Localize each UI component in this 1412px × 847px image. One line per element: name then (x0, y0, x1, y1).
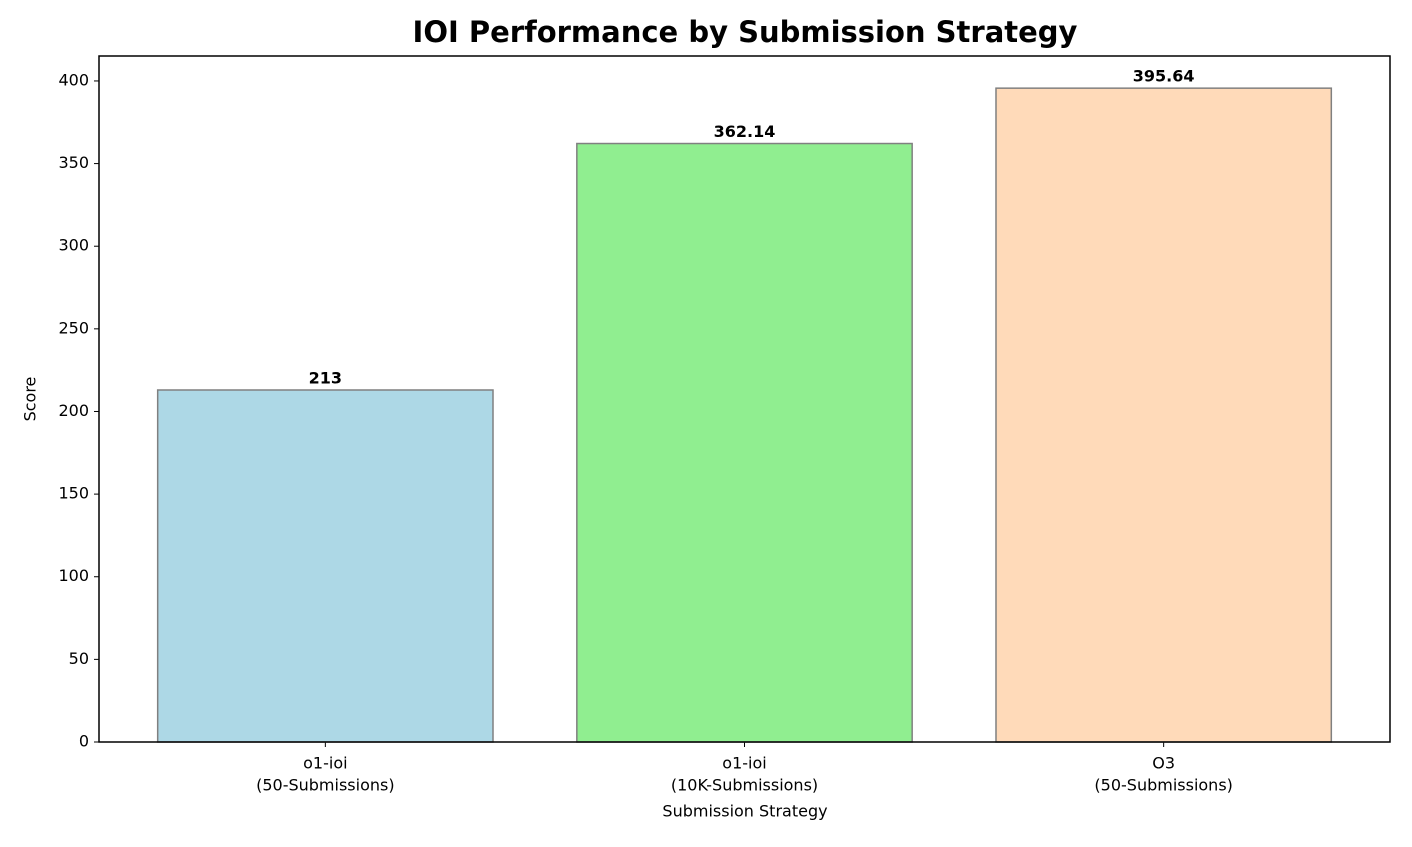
x-tick-label: O3 (1152, 754, 1175, 773)
y-axis-label: Score (21, 377, 40, 422)
y-tick-label: 0 (79, 732, 89, 751)
chart-title: IOI Performance by Submission Strategy (413, 15, 1078, 49)
value-label: 362.14 (714, 122, 776, 141)
x-axis-label: Submission Strategy (662, 802, 827, 821)
y-tick-label: 200 (58, 401, 89, 420)
bar (156, 389, 494, 743)
y-tick-label: 150 (58, 484, 89, 503)
y-tick-label: 100 (58, 566, 89, 585)
x-tick-label: (10K-Submissions) (671, 776, 818, 795)
bar (576, 142, 913, 743)
value-label: 395.64 (1133, 67, 1195, 86)
y-tick-label: 50 (69, 649, 89, 668)
x-tick-label: o1-ioi (722, 754, 766, 773)
plot-frame (98, 55, 1391, 743)
y-tick-label: 300 (58, 236, 89, 255)
x-tick-label: (50-Submissions) (256, 776, 394, 795)
y-tick-label: 400 (58, 70, 89, 89)
x-tick-label: o1-ioi (303, 754, 347, 773)
x-tick-label: (50-Submissions) (1094, 776, 1232, 795)
y-tick-label: 250 (58, 318, 89, 337)
value-label: 213 (309, 368, 342, 387)
y-tick-label: 350 (58, 153, 89, 172)
bar (995, 87, 1333, 743)
